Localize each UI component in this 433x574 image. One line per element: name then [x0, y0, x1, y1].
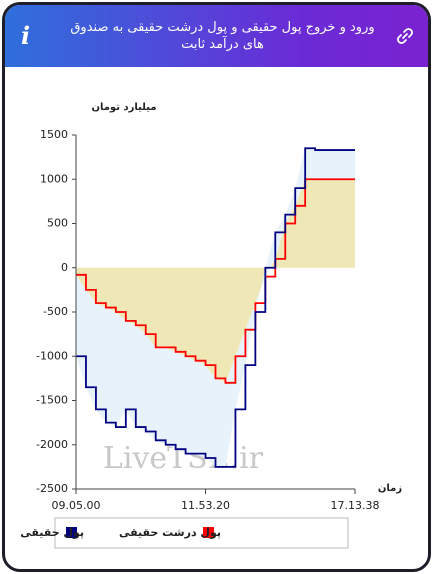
legend-box: [54, 517, 349, 549]
y-tick-label: -2000: [36, 438, 68, 451]
legend-label: پول حقیقی: [20, 526, 84, 539]
line: [76, 147, 355, 468]
info-icon[interactable]: i: [21, 21, 31, 50]
line: [76, 178, 355, 384]
legend-swatch: [203, 527, 214, 538]
y-tick-label: -1000: [36, 349, 68, 362]
legend-label: پول درشت حقیقی: [119, 526, 221, 539]
y-tick-label: -1500: [36, 394, 68, 407]
x-axis-label: زمان: [378, 483, 402, 494]
y-tick-label: 500: [47, 217, 68, 230]
area: [76, 148, 355, 467]
chart-title: ورود و خروج پول حقیقی و پول درشت حقیقی ب…: [70, 20, 375, 52]
card-header: i ورود و خروج پول حقیقی و پول درشت حقیقی…: [5, 5, 428, 67]
y-tick-label: 1500: [40, 128, 68, 141]
y-axis-label: میلیارد تومان: [91, 102, 156, 113]
y-tick-label: -2500: [36, 482, 68, 495]
link-icon[interactable]: [396, 27, 414, 45]
y-tick-label: 0: [61, 261, 68, 274]
x-tick-label: 17.13.38: [331, 499, 380, 512]
y-tick-label: 1000: [40, 172, 68, 185]
x-tick-label: 11.53.20: [181, 499, 230, 512]
legend-swatch: [66, 527, 77, 538]
y-tick-label: -500: [43, 305, 68, 318]
x-tick-label: 09.05.00: [52, 499, 101, 512]
